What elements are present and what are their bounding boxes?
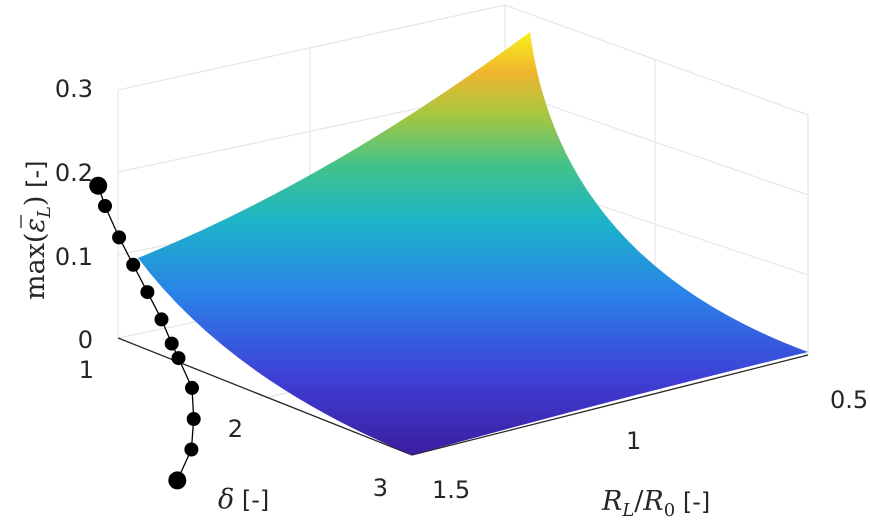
y-tick: 1: [79, 356, 94, 384]
y-tick: 2: [228, 415, 243, 443]
data-series: [89, 176, 201, 490]
data-point: [168, 471, 187, 490]
y-tick: 3: [373, 474, 388, 502]
data-point: [184, 442, 199, 457]
z-axis: 0.3 0.2 0.1 0: [55, 75, 93, 354]
x-axis-label: RL/R0 [-]: [601, 486, 710, 521]
z-axis-label: max(εL) [-]: [20, 161, 55, 300]
data-point: [140, 285, 155, 300]
data-point: [154, 312, 169, 327]
x-tick: 1: [626, 427, 641, 455]
data-point: [164, 336, 179, 351]
z-tick: 0.3: [55, 75, 93, 103]
x-tick: 0.5: [830, 386, 868, 414]
data-point: [98, 199, 112, 213]
y-axis-label: δ [-]: [218, 484, 269, 515]
data-point: [89, 176, 108, 195]
data-point: [126, 257, 141, 272]
z-tick: 0.2: [55, 159, 93, 187]
series-line: [97, 185, 195, 481]
axis-lines: [117, 337, 809, 456]
z-tick: 0: [78, 326, 93, 354]
data-point: [171, 351, 186, 366]
surface: [138, 32, 808, 455]
data-point: [112, 230, 127, 245]
data-point: [185, 380, 199, 395]
y-axis: 1 2 3: [79, 356, 388, 502]
z-tick: 0.1: [55, 243, 93, 271]
x-tick: 1.5: [432, 476, 470, 504]
x-axis: 0.5 1 1.5: [432, 386, 868, 504]
data-point: [186, 412, 201, 426]
